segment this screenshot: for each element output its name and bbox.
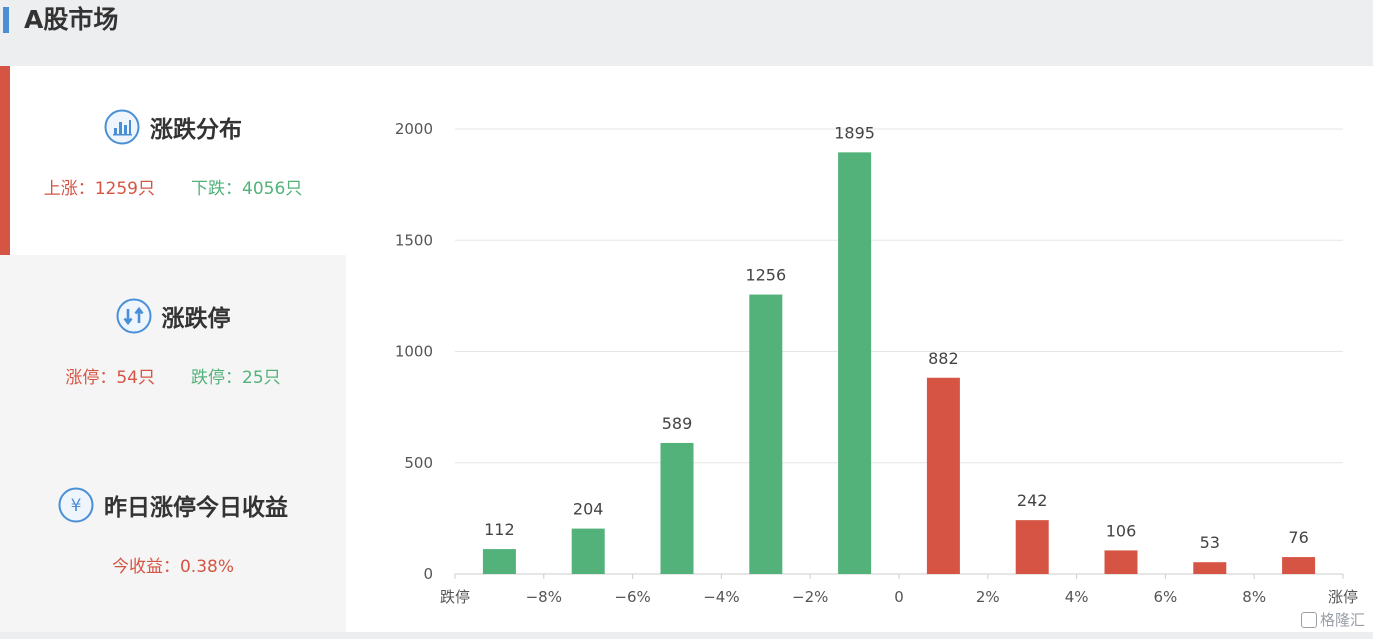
panel-distribution[interactable]: 涨跌分布 上涨：1259只 下跌：4056只 — [0, 66, 346, 255]
bar — [660, 442, 694, 574]
page-title: A股市场 — [24, 5, 119, 34]
x-tick-label: −4% — [703, 588, 739, 606]
bar — [1104, 550, 1138, 574]
svg-text:¥: ¥ — [71, 496, 82, 516]
main-content: 涨跌分布 上涨：1259只 下跌：4056只 涨跌停 涨停：54只 — [0, 66, 1373, 632]
panel-title: 涨跌停 — [161, 306, 231, 332]
bar — [926, 377, 960, 574]
watermark: 格隆汇 — [1300, 609, 1365, 630]
header-accent-bar — [3, 7, 9, 33]
y-tick-label: 0 — [423, 565, 433, 583]
panel-title: 涨跌分布 — [150, 117, 242, 143]
x-tick-label: −6% — [614, 588, 650, 606]
active-indicator — [0, 66, 10, 255]
up-count: 上涨：1259只 — [43, 179, 155, 199]
bar — [838, 152, 872, 575]
panel-yesterday-limit-up[interactable]: ¥ 昨日涨停今日收益 今收益：0.38% — [0, 444, 346, 633]
x-tick-label: 涨停 — [1328, 588, 1358, 606]
panel-title: 昨日涨停今日收益 — [104, 495, 288, 521]
panel-stats: 今收益：0.38% — [0, 554, 346, 580]
x-tick-label: 跌停 — [440, 588, 470, 606]
bar — [1282, 557, 1316, 574]
bar — [571, 528, 605, 574]
bar-chart-icon — [104, 109, 140, 145]
y-tick-label: 1500 — [395, 231, 433, 249]
x-tick-label: −2% — [792, 588, 828, 606]
bar — [482, 549, 516, 574]
panel-stats: 上涨：1259只 下跌：4056只 — [0, 176, 346, 202]
x-tick-label: 8% — [1242, 588, 1266, 606]
bar — [1193, 562, 1227, 574]
y-tick-label: 500 — [404, 454, 433, 472]
bar-value-label: 53 — [1200, 533, 1220, 552]
x-tick-label: 2% — [976, 588, 1000, 606]
bar-value-label: 882 — [928, 349, 959, 368]
today-return: 今收益：0.38% — [111, 557, 234, 577]
up-down-arrows-icon — [116, 298, 152, 334]
x-tick-label: −8% — [526, 588, 562, 606]
x-tick-label: 0 — [894, 588, 904, 606]
header: A股市场 — [0, 0, 1373, 66]
y-tick-label: 1000 — [395, 343, 433, 361]
watermark-text: 格隆汇 — [1319, 611, 1365, 629]
yen-icon: ¥ — [58, 487, 94, 523]
limit-up-count: 涨停：54只 — [65, 368, 155, 388]
panel-stats: 涨停：54只 跌停：25只 — [0, 365, 346, 391]
bar-value-label: 1256 — [745, 266, 786, 285]
panel-limit[interactable]: 涨跌停 涨停：54只 跌停：25只 — [0, 255, 346, 444]
watermark-logo-icon — [1300, 611, 1317, 628]
bar-value-label: 112 — [484, 520, 515, 539]
down-count: 下跌：4056只 — [191, 179, 303, 199]
panel-header: 涨跌分布 — [0, 107, 346, 147]
x-tick-label: 4% — [1065, 588, 1089, 606]
bar — [1015, 520, 1049, 574]
bar-value-label: 106 — [1106, 521, 1137, 540]
bar-value-label: 589 — [662, 414, 693, 433]
bar-value-label: 1895 — [834, 123, 875, 142]
limit-down-count: 跌停：25只 — [191, 368, 281, 388]
sidebar: 涨跌分布 上涨：1259只 下跌：4056只 涨跌停 涨停：54只 — [0, 66, 346, 632]
bar-value-label: 76 — [1288, 528, 1308, 547]
distribution-chart: 0 500 1000 1500 2000 跌停 −8% −6% −4% −2% 0 2% 4% 6% 8% 涨… — [346, 66, 1373, 632]
y-tick-label: 2000 — [395, 120, 433, 138]
panel-header: 涨跌停 — [0, 296, 346, 336]
bar-value-label: 242 — [1017, 491, 1048, 510]
panel-header: ¥ 昨日涨停今日收益 — [0, 485, 346, 525]
bottom-strip — [0, 632, 1373, 639]
bar-chart-svg: 0 500 1000 1500 2000 跌停 −8% −6% −4% −2% 0 2% 4% 6% 8% 涨… — [395, 120, 1358, 606]
x-tick-label: 6% — [1154, 588, 1178, 606]
bar — [749, 294, 783, 574]
bar-value-label: 204 — [573, 500, 604, 519]
